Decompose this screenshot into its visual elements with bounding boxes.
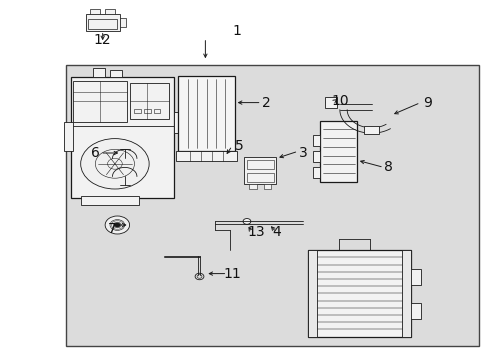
Bar xyxy=(176,151,237,161)
Circle shape xyxy=(105,216,129,234)
Text: 13: 13 xyxy=(247,225,265,239)
Bar xyxy=(85,14,120,31)
Bar xyxy=(134,109,141,113)
Bar xyxy=(178,76,234,151)
Bar xyxy=(144,109,150,113)
Bar xyxy=(154,109,160,113)
Bar xyxy=(244,157,276,184)
Bar xyxy=(307,250,410,337)
Bar xyxy=(407,303,420,319)
Text: 12: 12 xyxy=(94,33,111,46)
Bar xyxy=(312,151,320,162)
Text: 3: 3 xyxy=(298,146,307,160)
Text: 11: 11 xyxy=(223,267,241,280)
Text: 1: 1 xyxy=(232,24,241,37)
Text: 9: 9 xyxy=(423,96,431,109)
Bar xyxy=(81,196,139,205)
Bar xyxy=(249,184,256,189)
Bar xyxy=(325,97,337,108)
Text: 8: 8 xyxy=(384,161,392,174)
Text: 2: 2 xyxy=(262,96,270,109)
Bar xyxy=(71,77,173,198)
Text: 10: 10 xyxy=(330,94,348,108)
Bar xyxy=(320,121,356,182)
Circle shape xyxy=(81,139,149,189)
Bar xyxy=(364,126,378,134)
Text: 5: 5 xyxy=(235,139,244,153)
Bar xyxy=(73,81,127,122)
Bar xyxy=(246,173,273,182)
Bar xyxy=(90,9,100,14)
Bar xyxy=(93,68,105,77)
Text: 4: 4 xyxy=(271,225,280,239)
Bar xyxy=(120,18,125,27)
Bar xyxy=(173,112,181,133)
Bar xyxy=(63,122,73,151)
Text: 6: 6 xyxy=(91,146,100,160)
Circle shape xyxy=(243,219,250,224)
Bar xyxy=(88,19,117,29)
Bar xyxy=(312,135,320,146)
Bar xyxy=(407,269,420,285)
Bar xyxy=(246,160,273,169)
Bar xyxy=(110,70,122,77)
Bar xyxy=(66,65,478,346)
Bar xyxy=(401,250,410,337)
Circle shape xyxy=(114,223,120,227)
Bar xyxy=(129,83,168,119)
Text: 7: 7 xyxy=(108,222,117,235)
Bar xyxy=(312,167,320,178)
Bar xyxy=(307,250,316,337)
Bar xyxy=(105,9,115,14)
Bar xyxy=(264,184,271,189)
